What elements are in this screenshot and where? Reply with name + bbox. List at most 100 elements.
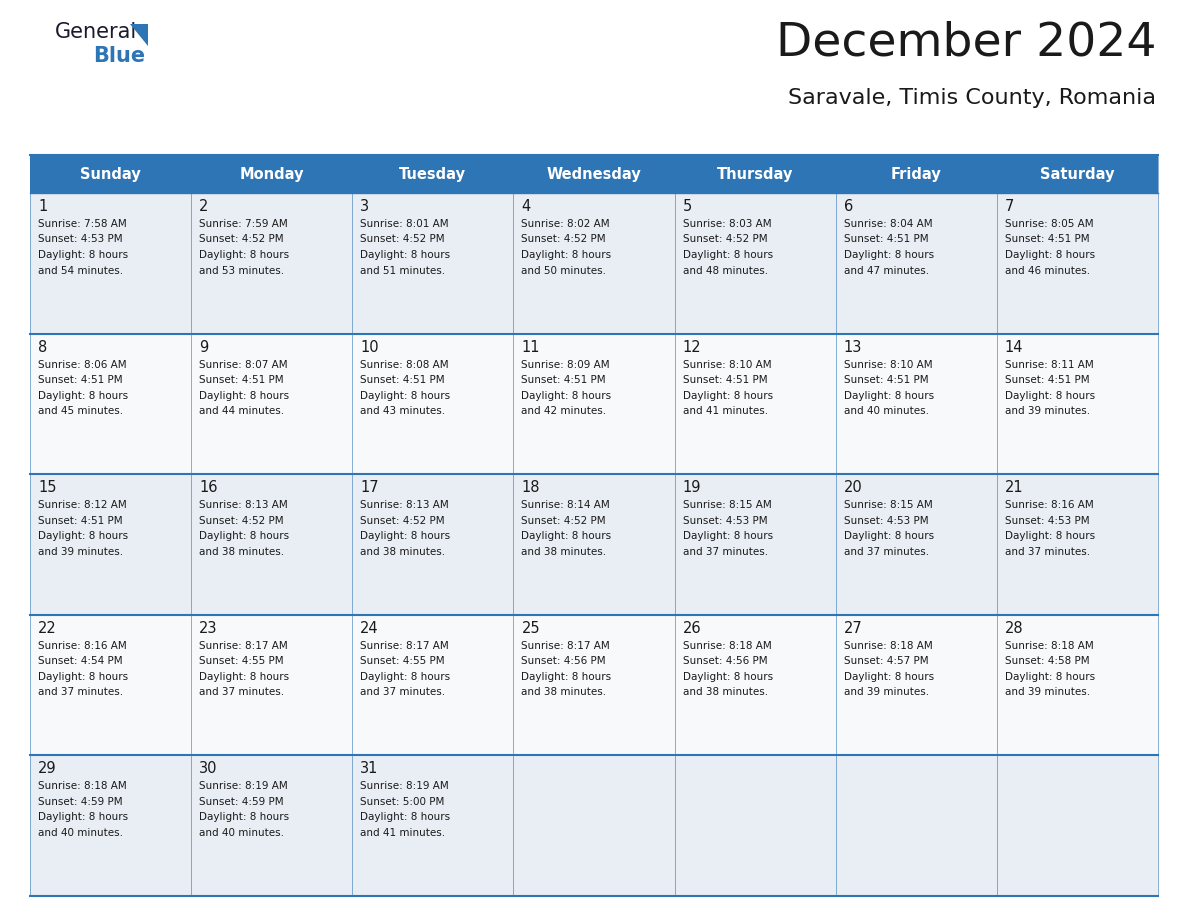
Text: and 38 minutes.: and 38 minutes. [200, 547, 284, 556]
Text: and 50 minutes.: and 50 minutes. [522, 265, 606, 275]
Text: 5: 5 [683, 199, 691, 214]
Text: Sunrise: 8:19 AM: Sunrise: 8:19 AM [200, 781, 287, 791]
Text: and 40 minutes.: and 40 minutes. [843, 406, 929, 416]
Text: 12: 12 [683, 340, 701, 354]
Text: 27: 27 [843, 621, 862, 636]
Text: Sunset: 4:52 PM: Sunset: 4:52 PM [683, 234, 767, 244]
Text: Daylight: 8 hours: Daylight: 8 hours [1005, 250, 1095, 260]
Text: Daylight: 8 hours: Daylight: 8 hours [360, 532, 450, 542]
Text: 31: 31 [360, 761, 379, 777]
Text: 2: 2 [200, 199, 209, 214]
Text: and 37 minutes.: and 37 minutes. [360, 688, 446, 698]
Text: Sunrise: 8:04 AM: Sunrise: 8:04 AM [843, 219, 933, 229]
Text: December 2024: December 2024 [776, 20, 1156, 65]
Bar [513, 333, 675, 475]
Bar [513, 475, 675, 615]
Bar [997, 615, 1158, 756]
Text: Sunset: 4:56 PM: Sunset: 4:56 PM [683, 656, 767, 666]
Text: Daylight: 8 hours: Daylight: 8 hours [200, 390, 289, 400]
Text: Daylight: 8 hours: Daylight: 8 hours [522, 532, 612, 542]
Text: 24: 24 [360, 621, 379, 636]
Text: Daylight: 8 hours: Daylight: 8 hours [843, 532, 934, 542]
Text: Sunset: 4:52 PM: Sunset: 4:52 PM [360, 516, 446, 526]
Text: Sunrise: 8:05 AM: Sunrise: 8:05 AM [1005, 219, 1093, 229]
Text: 30: 30 [200, 761, 217, 777]
Text: and 53 minutes.: and 53 minutes. [200, 265, 284, 275]
Text: 16: 16 [200, 480, 217, 495]
Text: Monday: Monday [240, 166, 304, 182]
Text: Daylight: 8 hours: Daylight: 8 hours [38, 390, 128, 400]
Bar [191, 333, 353, 475]
Text: 22: 22 [38, 621, 57, 636]
Text: Sunset: 5:00 PM: Sunset: 5:00 PM [360, 797, 444, 807]
Text: and 38 minutes.: and 38 minutes. [522, 688, 607, 698]
Text: and 39 minutes.: and 39 minutes. [38, 547, 124, 556]
Text: and 40 minutes.: and 40 minutes. [200, 828, 284, 838]
Text: Sunrise: 8:11 AM: Sunrise: 8:11 AM [1005, 360, 1094, 370]
Bar [513, 193, 675, 333]
Text: 6: 6 [843, 199, 853, 214]
Text: Daylight: 8 hours: Daylight: 8 hours [200, 532, 289, 542]
Text: and 47 minutes.: and 47 minutes. [843, 265, 929, 275]
Bar [30, 193, 191, 333]
Text: Sunset: 4:58 PM: Sunset: 4:58 PM [1005, 656, 1089, 666]
Text: and 41 minutes.: and 41 minutes. [360, 828, 446, 838]
Text: Sunrise: 8:01 AM: Sunrise: 8:01 AM [360, 219, 449, 229]
Text: and 39 minutes.: and 39 minutes. [843, 688, 929, 698]
Text: Daylight: 8 hours: Daylight: 8 hours [1005, 390, 1095, 400]
Text: 26: 26 [683, 621, 701, 636]
Text: Daylight: 8 hours: Daylight: 8 hours [683, 250, 772, 260]
Text: Sunrise: 8:17 AM: Sunrise: 8:17 AM [360, 641, 449, 651]
Text: Sunrise: 8:15 AM: Sunrise: 8:15 AM [683, 500, 771, 510]
Bar [353, 333, 513, 475]
Bar [675, 475, 835, 615]
Bar [191, 475, 353, 615]
Bar [191, 615, 353, 756]
Bar [997, 475, 1158, 615]
Text: 20: 20 [843, 480, 862, 495]
Text: Sunset: 4:52 PM: Sunset: 4:52 PM [522, 516, 606, 526]
Text: Sunset: 4:55 PM: Sunset: 4:55 PM [200, 656, 284, 666]
Text: and 42 minutes.: and 42 minutes. [522, 406, 607, 416]
Text: Sunrise: 8:18 AM: Sunrise: 8:18 AM [843, 641, 933, 651]
Text: 25: 25 [522, 621, 541, 636]
Bar [513, 756, 675, 896]
Text: Wednesday: Wednesday [546, 166, 642, 182]
Text: and 51 minutes.: and 51 minutes. [360, 265, 446, 275]
Text: 18: 18 [522, 480, 539, 495]
Text: Friday: Friday [891, 166, 942, 182]
Text: Sunrise: 8:10 AM: Sunrise: 8:10 AM [683, 360, 771, 370]
Text: 3: 3 [360, 199, 369, 214]
Text: Sunrise: 8:18 AM: Sunrise: 8:18 AM [683, 641, 771, 651]
Text: Sunset: 4:52 PM: Sunset: 4:52 PM [360, 234, 446, 244]
Bar [675, 756, 835, 896]
Text: Sunset: 4:51 PM: Sunset: 4:51 PM [843, 234, 928, 244]
Bar [835, 193, 997, 333]
Text: and 45 minutes.: and 45 minutes. [38, 406, 124, 416]
Text: and 48 minutes.: and 48 minutes. [683, 265, 767, 275]
Text: Daylight: 8 hours: Daylight: 8 hours [683, 390, 772, 400]
Bar [353, 756, 513, 896]
Text: Sunset: 4:53 PM: Sunset: 4:53 PM [683, 516, 767, 526]
Text: Daylight: 8 hours: Daylight: 8 hours [843, 250, 934, 260]
Bar [675, 193, 835, 333]
Text: Sunday: Sunday [81, 166, 141, 182]
Text: Daylight: 8 hours: Daylight: 8 hours [38, 250, 128, 260]
Text: 10: 10 [360, 340, 379, 354]
Text: Sunrise: 8:13 AM: Sunrise: 8:13 AM [360, 500, 449, 510]
Text: Sunset: 4:52 PM: Sunset: 4:52 PM [200, 234, 284, 244]
Text: Sunrise: 8:16 AM: Sunrise: 8:16 AM [38, 641, 127, 651]
Text: Daylight: 8 hours: Daylight: 8 hours [38, 812, 128, 823]
Text: Sunrise: 8:18 AM: Sunrise: 8:18 AM [38, 781, 127, 791]
Text: Sunset: 4:51 PM: Sunset: 4:51 PM [522, 375, 606, 385]
Bar [30, 615, 191, 756]
Text: Daylight: 8 hours: Daylight: 8 hours [683, 532, 772, 542]
Text: Sunset: 4:53 PM: Sunset: 4:53 PM [38, 234, 122, 244]
Bar [353, 475, 513, 615]
Text: Daylight: 8 hours: Daylight: 8 hours [360, 390, 450, 400]
Text: Daylight: 8 hours: Daylight: 8 hours [38, 532, 128, 542]
Text: and 54 minutes.: and 54 minutes. [38, 265, 124, 275]
Text: Daylight: 8 hours: Daylight: 8 hours [360, 250, 450, 260]
Text: Thursday: Thursday [716, 166, 794, 182]
Text: and 37 minutes.: and 37 minutes. [38, 688, 124, 698]
